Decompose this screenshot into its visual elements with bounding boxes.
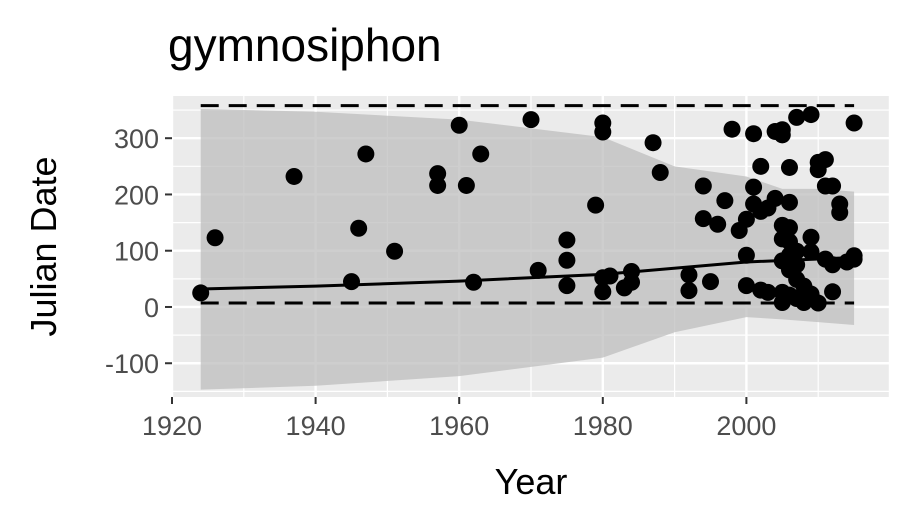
x-tick-label: 1920 <box>142 411 202 441</box>
data-point <box>802 228 820 246</box>
data-point <box>831 203 849 221</box>
data-point <box>694 210 712 228</box>
data-point <box>737 277 755 295</box>
data-point <box>802 106 820 124</box>
data-point <box>594 123 612 141</box>
data-point <box>745 125 763 143</box>
data-point <box>802 243 820 261</box>
data-point <box>680 282 698 300</box>
x-tick-label: 1960 <box>429 411 489 441</box>
data-point <box>816 151 834 169</box>
x-tick-label: 1940 <box>286 411 346 441</box>
data-point <box>206 229 224 247</box>
data-point <box>845 250 863 268</box>
data-point <box>558 231 576 249</box>
data-point <box>723 120 741 138</box>
data-point <box>716 192 734 210</box>
data-point <box>766 189 784 207</box>
x-axis-title: Year <box>495 461 568 502</box>
data-point <box>824 177 842 195</box>
data-point <box>651 164 669 182</box>
data-point <box>644 134 662 152</box>
data-point <box>558 251 576 269</box>
trend-line <box>200 255 855 291</box>
data-point <box>429 176 447 194</box>
data-point <box>350 219 368 237</box>
data-point <box>788 256 806 274</box>
data-point <box>343 273 360 291</box>
data-point <box>737 210 755 228</box>
y-axis-title: Julian Date <box>23 156 64 336</box>
data-point <box>788 242 806 260</box>
data-point <box>587 196 605 214</box>
data-point <box>386 242 404 260</box>
data-point <box>737 246 755 264</box>
data-point <box>824 283 842 301</box>
data-point <box>285 167 303 185</box>
data-point <box>429 165 447 183</box>
y-tick-label: 0 <box>144 293 159 323</box>
data-point <box>709 215 727 233</box>
y-axis-ticks: -100 0 100 200 300 <box>105 124 172 379</box>
data-point <box>694 177 712 195</box>
data-point <box>702 273 719 291</box>
x-tick-label: 2000 <box>716 411 776 441</box>
data-point <box>745 178 763 196</box>
data-point <box>773 126 791 144</box>
data-point <box>780 219 798 237</box>
data-point <box>472 145 490 163</box>
data-point <box>558 277 576 295</box>
y-tick-label: 200 <box>114 180 159 210</box>
y-tick-label: 300 <box>114 124 159 154</box>
data-point <box>623 273 641 291</box>
y-tick-label: -100 <box>105 349 159 379</box>
data-point <box>788 108 806 126</box>
data-points <box>192 106 863 312</box>
data-point <box>450 116 468 134</box>
x-axis-ticks: 1920 1940 1960 1980 2000 <box>142 397 776 441</box>
data-point <box>759 283 777 301</box>
data-point <box>529 261 547 279</box>
data-point <box>192 284 210 302</box>
data-point <box>594 283 612 301</box>
x-tick-label: 1980 <box>573 411 633 441</box>
data-point <box>457 176 475 194</box>
data-point <box>680 266 698 284</box>
data-point <box>357 145 375 163</box>
data-point <box>601 267 619 285</box>
confidence-band <box>200 108 855 390</box>
chart-title: gymnosiphon <box>168 19 442 71</box>
data-point <box>845 114 863 132</box>
data-point <box>752 157 770 175</box>
data-point <box>824 256 842 274</box>
data-point <box>465 273 483 291</box>
data-point <box>780 158 798 176</box>
data-point <box>809 294 827 312</box>
data-point <box>780 193 798 211</box>
data-point <box>522 111 540 129</box>
y-tick-label: 100 <box>114 237 159 267</box>
